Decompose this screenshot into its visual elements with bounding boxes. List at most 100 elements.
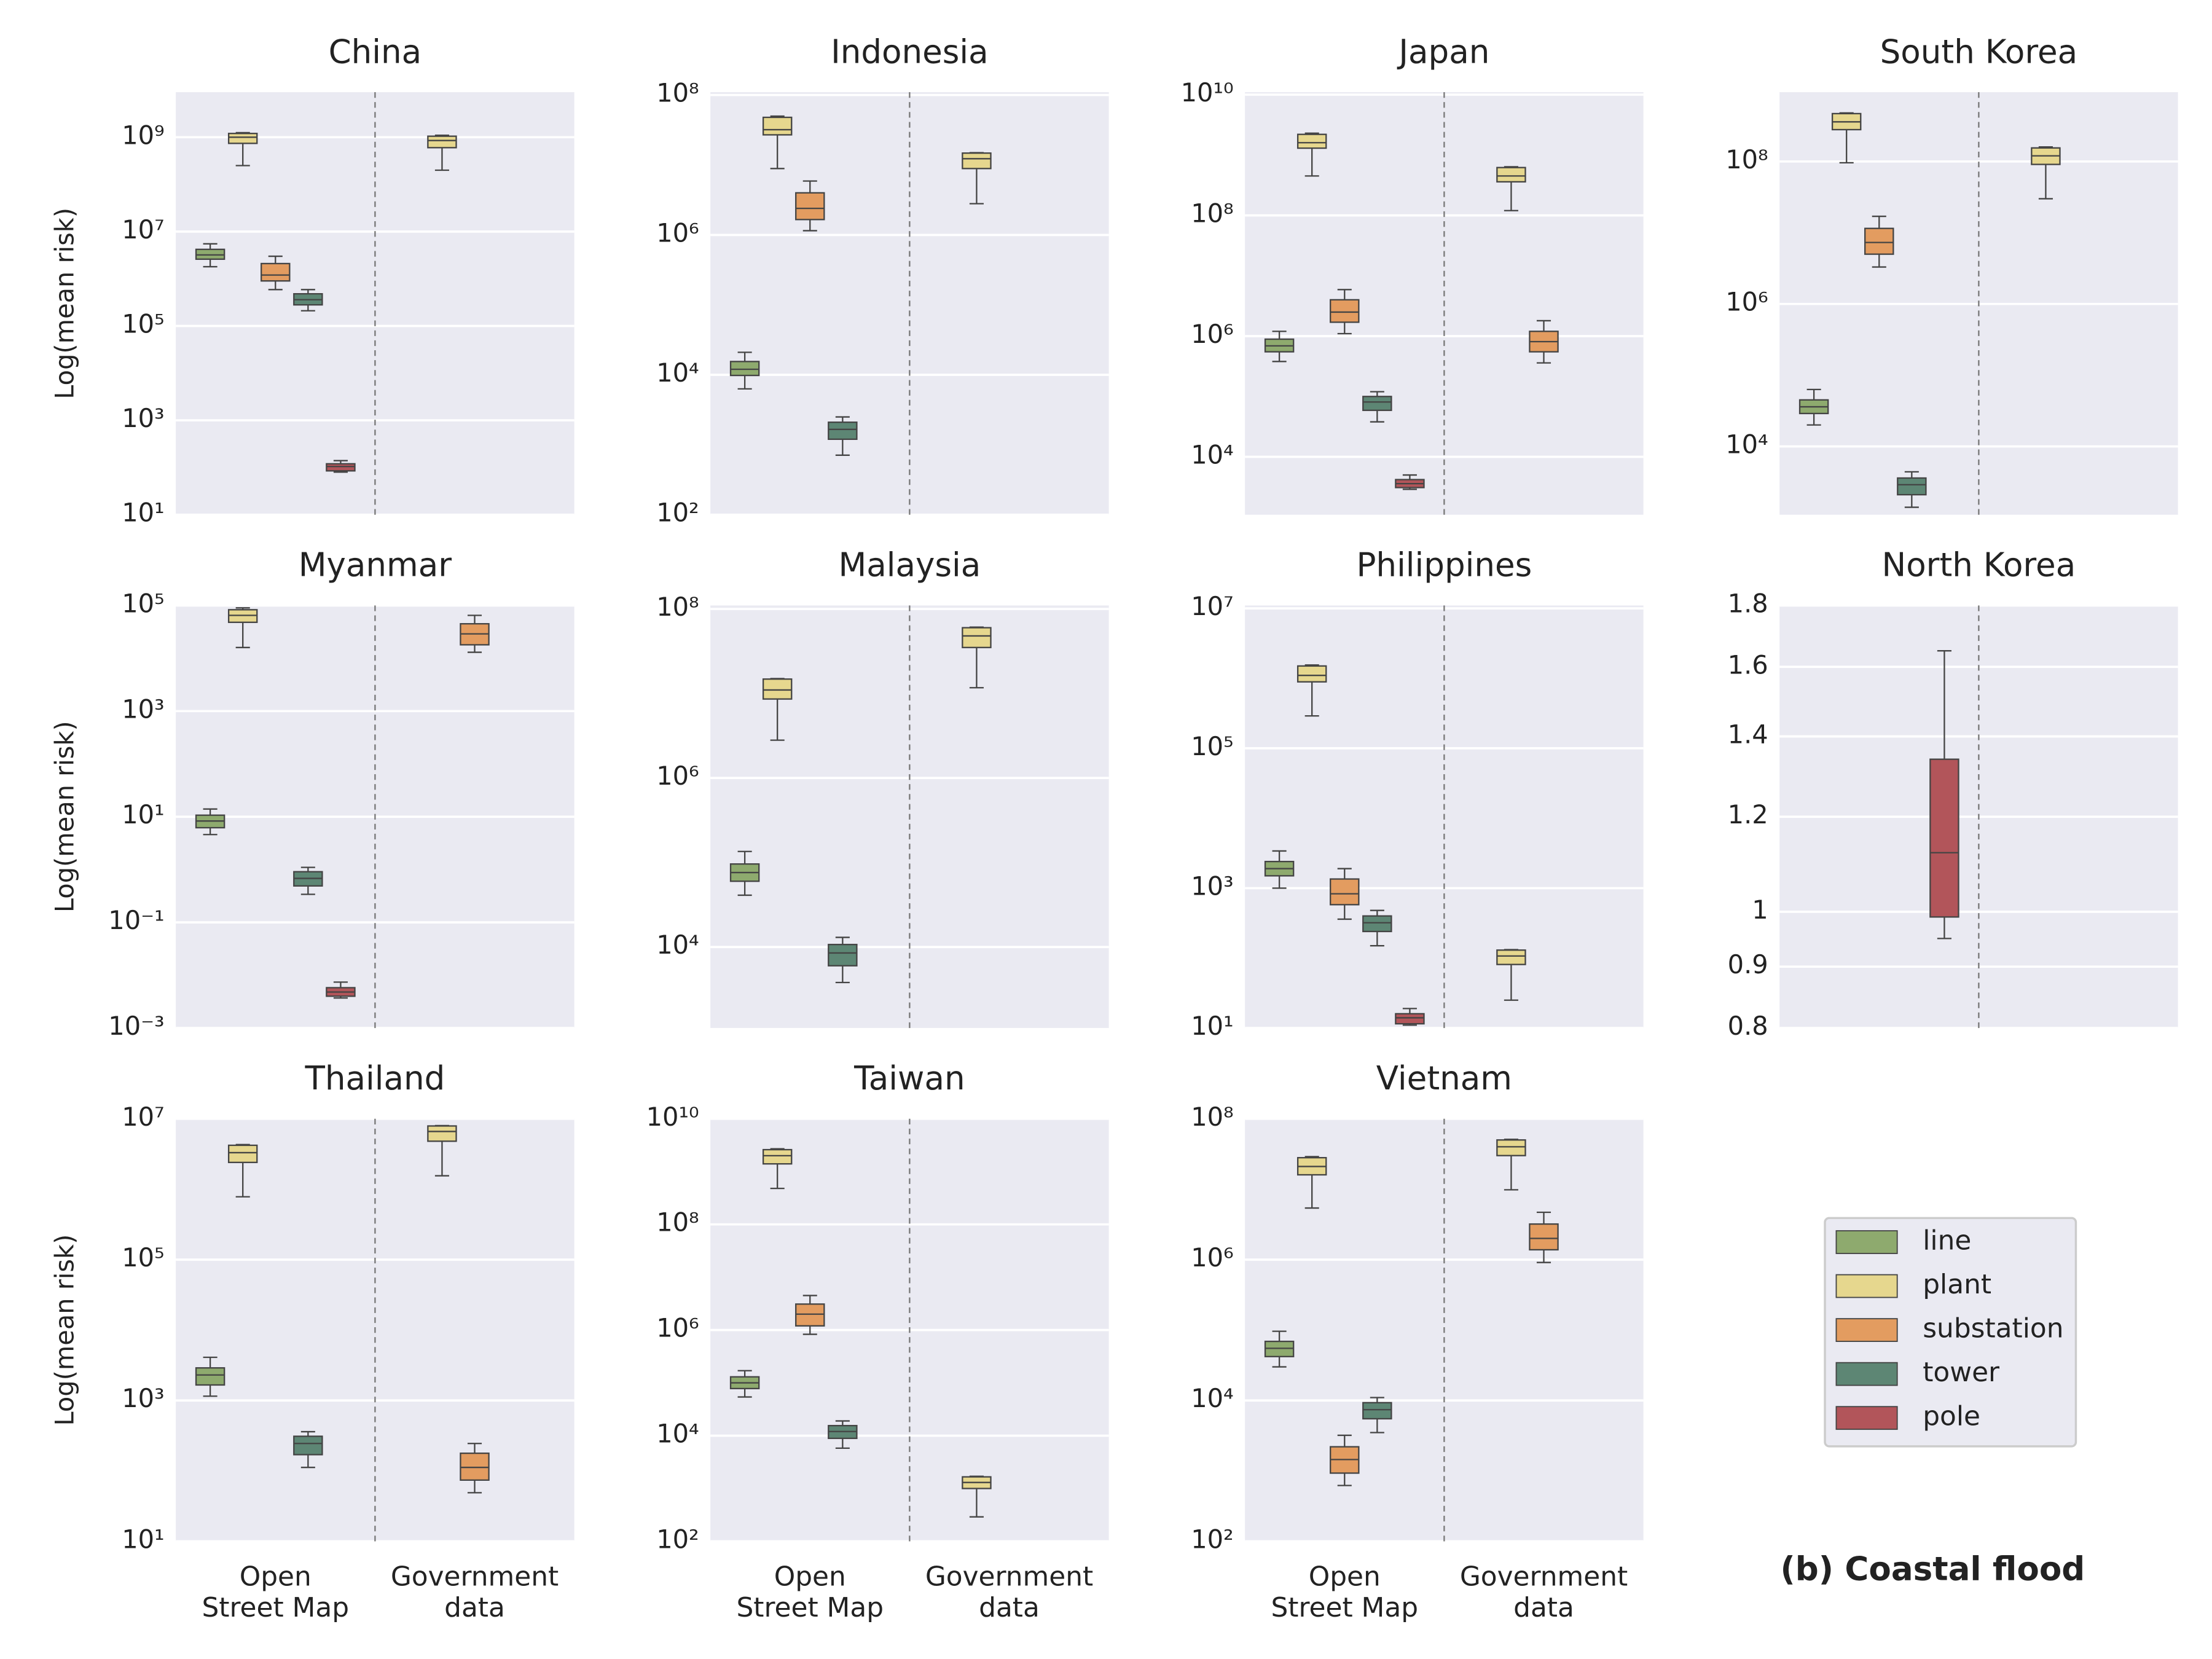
box bbox=[795, 192, 825, 221]
y-axis-label: Log(mean risk) bbox=[49, 721, 79, 912]
y-tick-label: 10⁵ bbox=[122, 308, 164, 339]
box bbox=[1296, 665, 1327, 683]
legend-swatch bbox=[1835, 1230, 1898, 1254]
box bbox=[795, 1303, 825, 1327]
y-tick-label: 10³ bbox=[122, 1383, 164, 1413]
box bbox=[1362, 396, 1392, 411]
panel: 10⁴ 10⁶ 10⁸ 10¹⁰ Japan bbox=[1181, 33, 1644, 515]
y-tick-label: 10¹ bbox=[122, 1524, 164, 1554]
y-tick-label: 10² bbox=[1191, 1524, 1233, 1554]
legend-label: tower bbox=[1923, 1357, 2000, 1388]
y-tick-label: 10⁻³ bbox=[108, 1011, 164, 1041]
panel-title: Thailand bbox=[304, 1059, 445, 1097]
y-axis-label: Log(mean risk) bbox=[49, 208, 79, 399]
x-tick-label: Open Street Map bbox=[202, 1561, 349, 1623]
panel-title: China bbox=[329, 33, 422, 71]
panel: 10⁻³ 10⁻¹ 10¹ 10³ 10⁵ Myanmar Log(mean risk) bbox=[49, 546, 575, 1041]
box bbox=[227, 1144, 258, 1163]
box bbox=[1496, 949, 1526, 965]
box bbox=[828, 422, 858, 441]
y-tick-label: 10⁵ bbox=[1191, 731, 1233, 761]
y-tick-label: 10⁷ bbox=[122, 214, 164, 245]
panel: 10¹ 10³ 10⁵ 10⁷ Thailand Log(mean risk) Open St… bbox=[49, 1059, 575, 1623]
legend-label: plant bbox=[1923, 1269, 1991, 1300]
box bbox=[261, 262, 291, 282]
y-tick-label: 10⁸ bbox=[1191, 198, 1233, 229]
y-tick-label: 10¹ bbox=[1191, 1011, 1233, 1041]
panel: 0.8 0.9 1 1.2 1.4 1.6 1.8 North Korea bbox=[1728, 546, 2178, 1041]
box bbox=[1864, 227, 1894, 255]
x-tick-label: Open Street Map bbox=[736, 1561, 884, 1623]
box bbox=[1395, 1013, 1425, 1025]
box bbox=[1929, 758, 1959, 918]
y-tick-label: 10⁸ bbox=[1725, 144, 1768, 175]
x-tick-label: Government data bbox=[1460, 1561, 1628, 1623]
box bbox=[427, 1125, 457, 1142]
legend-swatch bbox=[1835, 1362, 1898, 1386]
panel: 10² 10⁴ 10⁶ 10⁸ Vietnam Open Street Map Governm… bbox=[1191, 1059, 1644, 1623]
panel: 10¹ 10³ 10⁵ 10⁷ 10⁹ China Log(mean risk) bbox=[49, 33, 575, 528]
y-tick-label: 1.6 bbox=[1728, 649, 1768, 680]
panel: 10² 10⁴ 10⁶ 10⁸ Indonesia bbox=[656, 33, 1109, 528]
box bbox=[1496, 1139, 1526, 1156]
y-tick-label: 10⁴ bbox=[1725, 429, 1768, 460]
y-tick-label: 10¹ bbox=[122, 799, 164, 830]
y-tick-label: 10¹⁰ bbox=[646, 1102, 699, 1132]
box bbox=[1362, 1402, 1392, 1420]
legend-swatch bbox=[1835, 1406, 1898, 1430]
box bbox=[227, 133, 258, 144]
legend-label: substation bbox=[1923, 1313, 2063, 1344]
box bbox=[195, 1367, 226, 1386]
box bbox=[1529, 1223, 1559, 1251]
box bbox=[762, 1148, 793, 1165]
y-tick-label: 10⁷ bbox=[1191, 591, 1233, 621]
panel-title: South Korea bbox=[1880, 33, 2078, 71]
y-tick-label: 0.8 bbox=[1728, 1011, 1768, 1041]
y-tick-label: 10⁻¹ bbox=[108, 905, 164, 935]
legend-label: pole bbox=[1923, 1401, 1980, 1432]
y-tick-label: 1.4 bbox=[1728, 720, 1768, 750]
y-tick-label: 10² bbox=[656, 1524, 699, 1554]
y-tick-label: 1.8 bbox=[1728, 588, 1768, 618]
panel-title: Taiwan bbox=[853, 1059, 965, 1097]
panel: 10¹ 10³ 10⁵ 10⁷ Philippines bbox=[1191, 546, 1644, 1041]
y-tick-label: 10⁵ bbox=[122, 588, 164, 618]
y-tick-label: 10⁶ bbox=[656, 1313, 699, 1343]
legend-swatch bbox=[1835, 1318, 1898, 1342]
y-tick-label: 10¹ bbox=[122, 498, 164, 528]
panel-title: Myanmar bbox=[299, 546, 452, 584]
box bbox=[962, 627, 992, 648]
box bbox=[762, 116, 793, 136]
panel-title: Malaysia bbox=[838, 546, 981, 584]
x-tick-label: Open Street Map bbox=[1271, 1561, 1418, 1623]
y-tick-label: 10⁸ bbox=[1191, 1102, 1233, 1132]
legend-label: line bbox=[1923, 1225, 1971, 1257]
y-tick-label: 10⁶ bbox=[1191, 319, 1233, 349]
y-tick-label: 10⁷ bbox=[122, 1102, 164, 1132]
y-tick-label: 10⁹ bbox=[122, 120, 164, 150]
x-tick-label: Government data bbox=[925, 1561, 1093, 1623]
y-tick-label: 10⁸ bbox=[656, 1207, 699, 1237]
y-axis-label: Log(mean risk) bbox=[49, 1234, 79, 1426]
box bbox=[762, 678, 793, 700]
box bbox=[1496, 167, 1526, 183]
x-tick-label: Government data bbox=[391, 1561, 559, 1623]
panel-title: North Korea bbox=[1882, 546, 2076, 584]
box bbox=[1330, 299, 1360, 323]
y-tick-label: 1.2 bbox=[1728, 799, 1768, 830]
panel: 10² 10⁴ 10⁶ 10⁸ 10¹⁰ Taiwan Open Street Map Gove… bbox=[646, 1059, 1109, 1623]
y-tick-label: 10⁸ bbox=[656, 592, 699, 622]
y-tick-label: 10⁴ bbox=[656, 930, 699, 960]
figure-caption: (b) Coastal flood bbox=[1780, 1550, 2085, 1588]
y-tick-label: 10¹⁰ bbox=[1181, 77, 1234, 108]
y-tick-label: 10⁶ bbox=[656, 218, 699, 248]
box bbox=[828, 944, 858, 967]
y-tick-label: 10² bbox=[656, 498, 699, 528]
box bbox=[1362, 915, 1392, 933]
panel-title: Philippines bbox=[1356, 546, 1532, 584]
legend: line plant substation tower pole bbox=[1824, 1217, 2077, 1448]
box bbox=[1330, 878, 1360, 906]
panel: 10⁴ 10⁶ 10⁸ South Korea bbox=[1725, 33, 2178, 515]
